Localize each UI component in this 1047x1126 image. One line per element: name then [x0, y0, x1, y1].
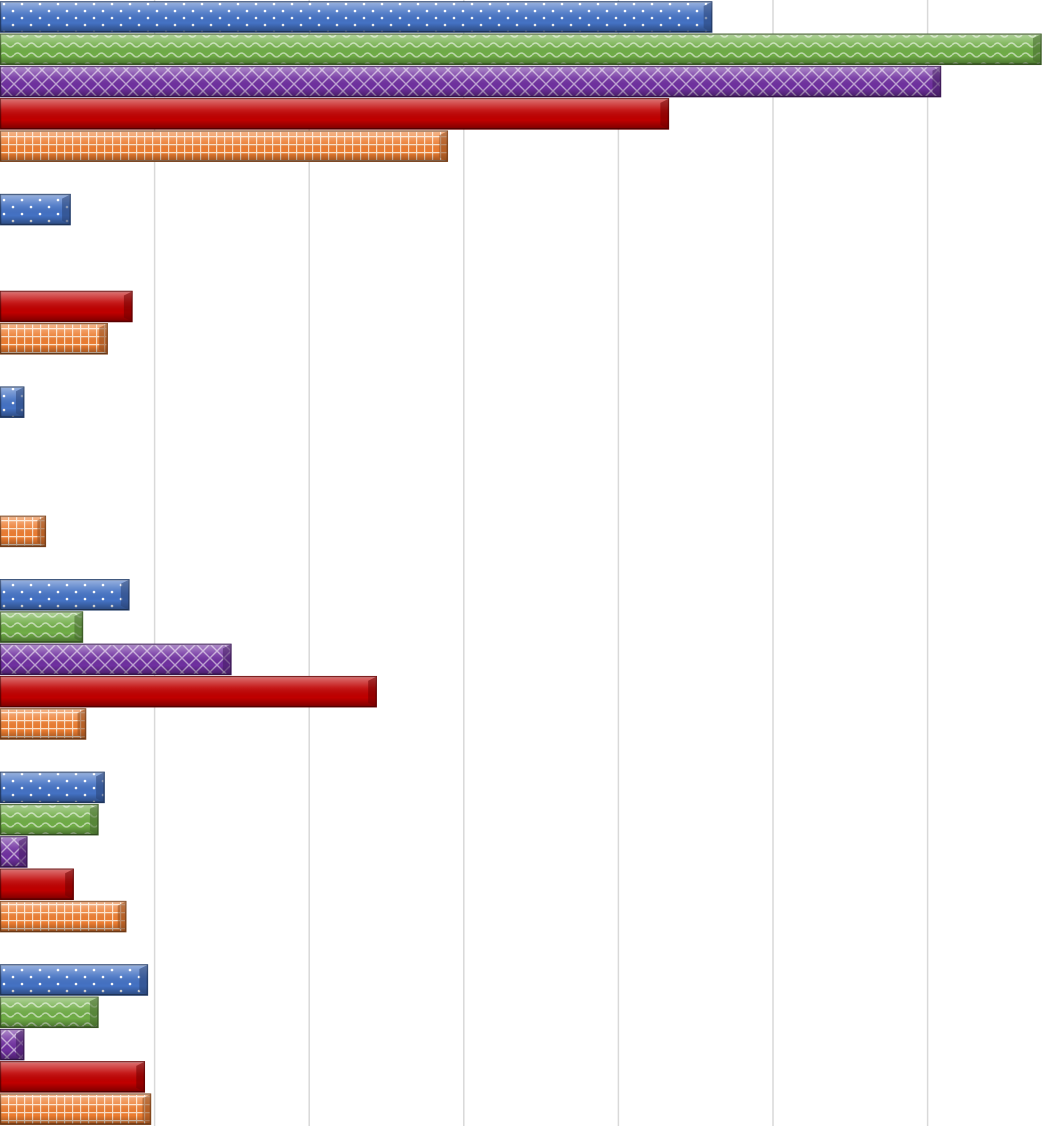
bar-s1 — [0, 386, 25, 418]
bar-s5 — [0, 1093, 152, 1125]
bar-s2 — [0, 803, 99, 836]
bar-s1 — [0, 579, 130, 611]
bar-s3 — [0, 836, 28, 868]
category-group — [0, 964, 152, 1125]
bar-s3 — [0, 65, 942, 98]
category-group — [0, 1, 1042, 162]
bar-s4 — [0, 98, 670, 130]
bar-s2 — [0, 996, 99, 1029]
gridlines — [153, 0, 929, 1126]
bar-s5 — [0, 323, 108, 355]
bar-s3 — [0, 1028, 25, 1061]
category-group — [0, 386, 47, 548]
category-group — [0, 193, 133, 355]
bar-s1 — [0, 193, 71, 226]
bar-s1 — [0, 964, 149, 996]
bar-s2 — [0, 33, 1042, 66]
bar-s4 — [0, 1061, 146, 1093]
bar-s1 — [0, 1, 713, 33]
category-group — [0, 771, 127, 933]
bar-s2 — [0, 611, 84, 643]
bar-s4 — [0, 868, 74, 901]
bar-s1 — [0, 771, 105, 804]
bar-s5 — [0, 130, 449, 162]
category-group — [0, 579, 377, 740]
bar-s4 — [0, 675, 377, 708]
bar-s5 — [0, 900, 127, 933]
bar-s4 — [0, 290, 133, 323]
bar-s5 — [0, 515, 47, 548]
bar-s3 — [0, 643, 232, 676]
bar-s5 — [0, 708, 87, 740]
